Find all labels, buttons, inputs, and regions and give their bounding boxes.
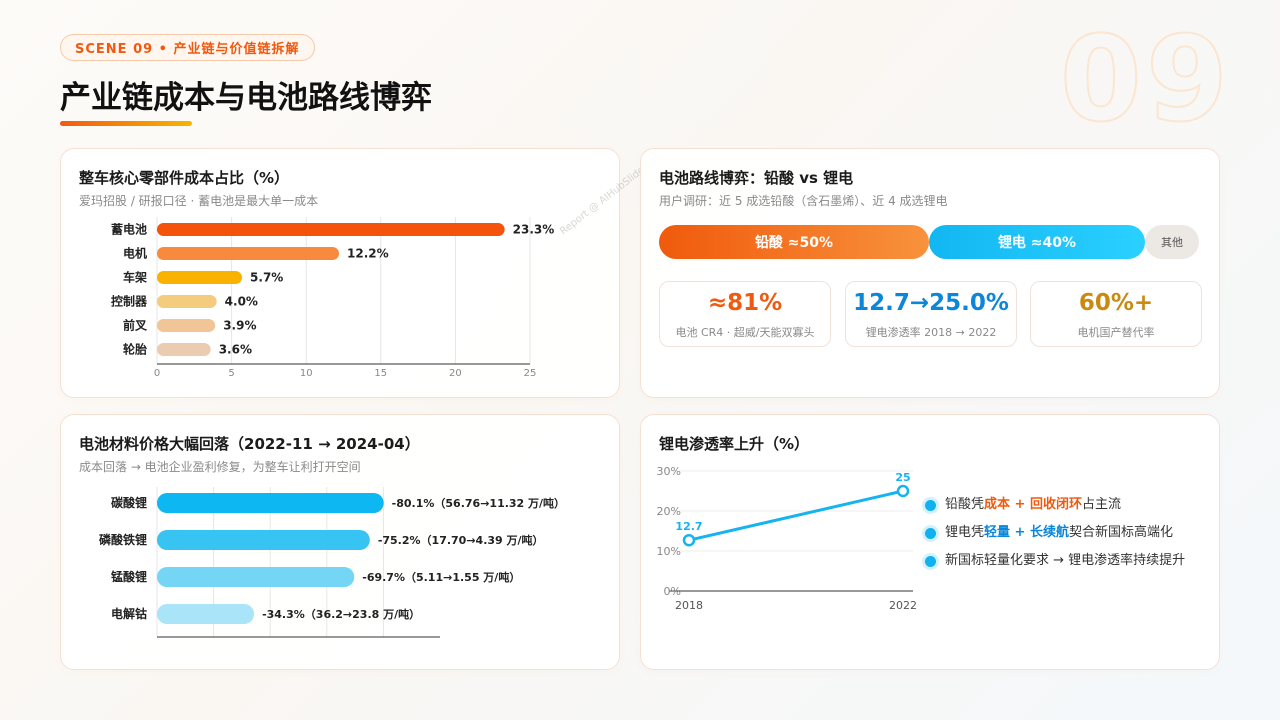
data-label: -69.7%（5.11→1.55 万/吨）: [362, 570, 520, 584]
x-tick-label: 5: [228, 368, 234, 379]
stat-lithium-penetration: 12.7→25.0% 锂电渗透率 2018 → 2022: [845, 281, 1017, 347]
insight-highlight: 回收闭环: [1029, 497, 1082, 512]
data-label: -75.2%（17.70→4.39 万/吨）: [378, 533, 544, 547]
data-label: 12.7: [675, 520, 702, 533]
cost-share-card: 整车核心零部件成本占比（%） 爱玛招股 / 研报口径 · 蓄电池是最大单一成本 …: [60, 148, 620, 398]
stat-value: 60%+: [1078, 290, 1154, 316]
y-tick-label: 0%: [664, 585, 681, 598]
bar: [157, 604, 255, 624]
lead-acid-share-bar: 铅酸 ≈50%: [659, 225, 929, 259]
bullet-dot-icon: [925, 500, 936, 511]
category-label: 车架: [123, 270, 147, 285]
data-label: 25: [895, 471, 910, 484]
insight-item: 锂电凭轻量 + 长续航契合新国标高端化: [925, 523, 1185, 551]
bar: [157, 493, 384, 513]
data-label: 3.9%: [223, 319, 256, 333]
other-share-bar: 其他: [1145, 225, 1199, 259]
insight-text: 新国标轻量化要求 → 锂电渗透率持续提升: [945, 553, 1186, 568]
data-point: [682, 533, 696, 547]
x-tick-label: 2018: [675, 599, 703, 612]
card-subtitle: 成本回落 → 电池企业盈利修复，为整车让利打开空间: [79, 460, 361, 474]
stat-value: 12.7→25.0%: [853, 290, 1009, 316]
category-label: 碳酸锂: [111, 495, 147, 510]
battery-route-card: 电池路线博弈：铅酸 vs 锂电 用户调研：近 5 成选铅酸（含石墨烯）、近 4 …: [640, 148, 1220, 398]
x-tick-label: 20: [449, 368, 462, 379]
stat-label: 电机国产替代率: [1077, 326, 1155, 339]
y-tick-label: 20%: [657, 505, 681, 518]
title-underline: [60, 121, 192, 126]
material-price-chart: 020406080碳酸锂-80.1%（56.76→11.32 万/吨）磷酸铁锂-…: [99, 487, 565, 638]
data-label: 12.2%: [347, 247, 389, 261]
x-tick-label: 10: [300, 368, 313, 379]
cost-share-chart: 0 5 10 15 20 25 蓄电池 23.3% 电机 12.2% 车架 5.7% 控制器 4.0% 前叉…: [111, 217, 555, 379]
y-tick-label: 30%: [657, 465, 681, 478]
insight-list: 铅酸凭成本 + 回收闭环占主流 锂电凭轻量 + 长续航契合新国标高端化 新国标轻…: [925, 495, 1185, 579]
category-label: 电解钴: [111, 606, 147, 621]
insight-text: 铅酸凭: [945, 497, 985, 512]
stat-cr4: ≈81% 电池 CR4 · 超威/天能双寡头: [659, 281, 831, 347]
card-title: 电池路线博弈：铅酸 vs 锂电: [659, 169, 854, 187]
x-tick-label: 25: [524, 368, 537, 379]
category-label: 锰酸锂: [111, 569, 147, 584]
card-subtitle: 用户调研：近 5 成选铅酸（含石墨烯）、近 4 成选锂电: [659, 194, 948, 208]
insight-item: 新国标轻量化要求 → 锂电渗透率持续提升: [925, 551, 1185, 579]
insight-text: 契合新国标高端化: [1069, 525, 1174, 540]
stat-label: 锂电渗透率 2018 → 2022: [865, 326, 997, 339]
insight-connector: +: [1010, 525, 1030, 540]
data-label: -34.3%（36.2→23.8 万/吨）: [262, 607, 420, 621]
scene-badge: SCENE 09 • 产业链与价值链拆解: [60, 34, 315, 61]
y-tick-label: 10%: [657, 545, 681, 558]
insight-highlight: 轻量: [984, 525, 1011, 540]
card-subtitle: 爱玛招股 / 研报口径 · 蓄电池是最大单一成本: [79, 194, 319, 208]
card-title: 电池材料价格大幅回落（2022-11 → 2024-04）: [79, 435, 420, 453]
data-label: 5.7%: [250, 271, 283, 285]
bar: [157, 223, 505, 236]
insight-highlight: 长续航: [1029, 525, 1069, 540]
category-label: 轮胎: [123, 342, 147, 357]
insight-highlight: 成本: [984, 497, 1011, 512]
insight-connector: +: [1010, 497, 1030, 512]
bullet-dot-icon: [925, 528, 936, 539]
data-label: 3.6%: [219, 343, 252, 357]
x-tick-label: 0: [154, 368, 160, 379]
stat-motor-localization: 60%+ 电机国产替代率: [1030, 281, 1202, 347]
data-label: 23.3%: [513, 223, 555, 237]
stat-value: ≈81%: [707, 290, 783, 316]
bar: [157, 247, 340, 260]
data-point: [896, 484, 910, 498]
bar: [157, 567, 355, 587]
category-label: 磷酸铁锂: [99, 532, 147, 547]
page-title: 产业链成本与电池路线博弈: [60, 80, 432, 116]
insight-text: 占主流: [1082, 497, 1122, 512]
data-label: 4.0%: [225, 295, 258, 309]
category-label: 电机: [123, 246, 147, 261]
card-title: 整车核心零部件成本占比（%）: [79, 169, 290, 187]
category-label: 控制器: [111, 294, 148, 309]
x-tick-label: 15: [374, 368, 387, 379]
stat-label: 电池 CR4 · 超威/天能双寡头: [675, 326, 815, 339]
insight-item: 铅酸凭成本 + 回收闭环占主流: [925, 495, 1185, 523]
scene-number: 09: [1059, 10, 1232, 148]
lithium-penetration-chart: 0% 10% 20% 30% 2018 2022 12.7 25: [657, 465, 917, 612]
material-price-card: 电池材料价格大幅回落（2022-11 → 2024-04） 成本回落 → 电池企…: [60, 414, 620, 670]
data-label: -80.1%（56.76→11.32 万/吨）: [392, 496, 565, 510]
category-label: 前叉: [123, 318, 148, 333]
bar: [157, 295, 217, 308]
bullet-dot-icon: [925, 556, 936, 567]
insight-text: 锂电凭: [945, 525, 985, 540]
bar: [157, 271, 243, 284]
lithium-share-bar: 锂电 ≈40%: [929, 225, 1145, 259]
card-title: 锂电渗透率上升（%）: [659, 435, 810, 453]
bar: [157, 530, 370, 550]
bar: [157, 319, 216, 332]
series-line: [688, 489, 904, 542]
lithium-penetration-card: 锂电渗透率上升（%） 0% 10% 20% 30% 2018 2022 12.7 25 铅酸凭…: [640, 414, 1220, 670]
x-tick-label: 2022: [889, 599, 917, 612]
category-label: 蓄电池: [111, 222, 147, 237]
bar: [157, 343, 211, 356]
